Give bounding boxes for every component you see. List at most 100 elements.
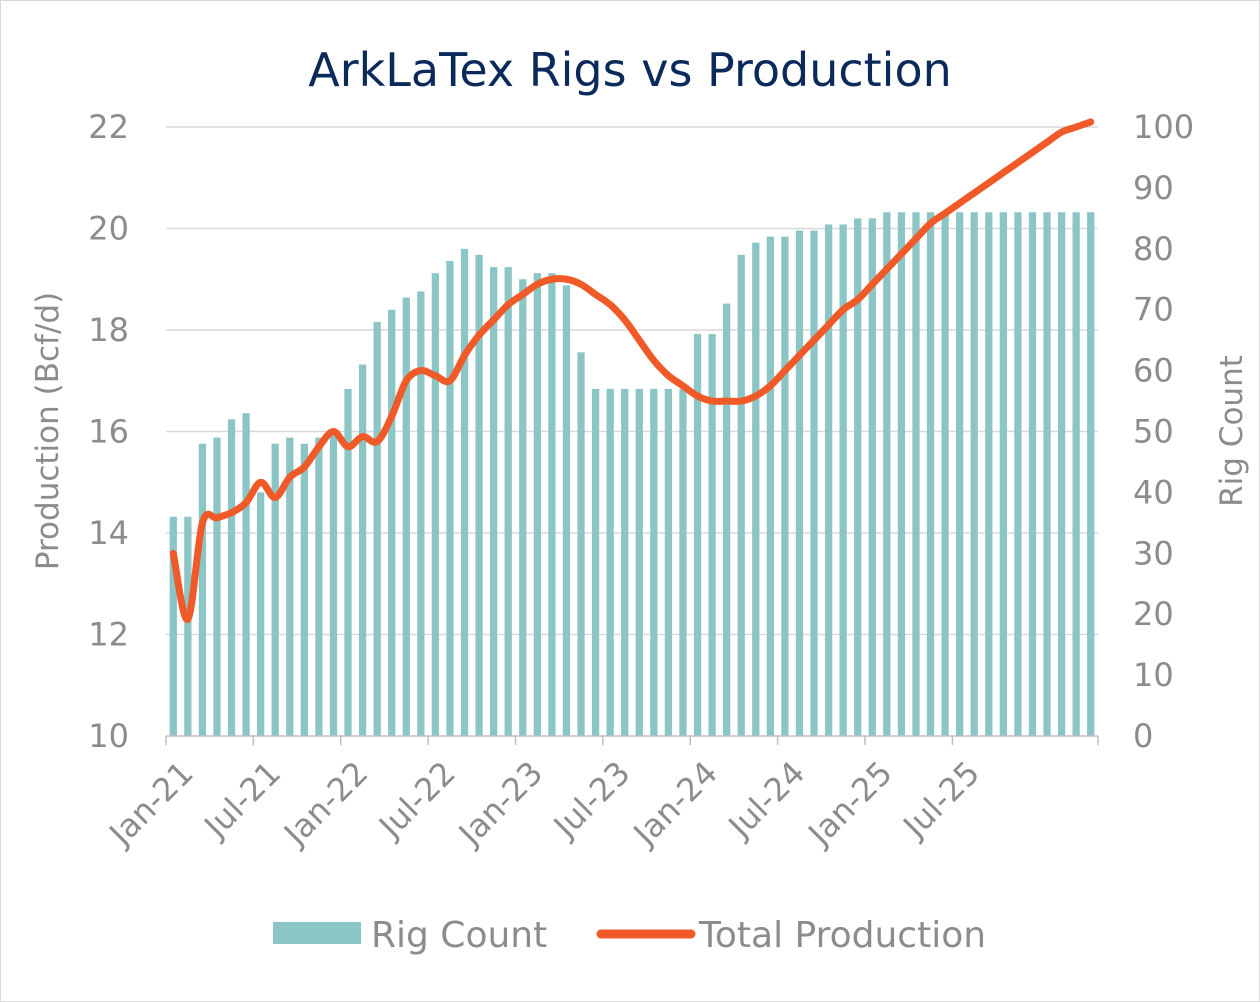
- bar-rig-count: [708, 334, 716, 736]
- bar-rig-count: [431, 273, 440, 736]
- bar-rig-count: [475, 254, 483, 736]
- y-right-tick-label: 50: [1133, 413, 1174, 451]
- bar-rig-count: [985, 212, 993, 736]
- x-tick-label: Jul-21: [195, 754, 288, 847]
- y-right-tick-label: 70: [1133, 291, 1174, 329]
- bar-rig-count: [679, 388, 687, 736]
- y-left-tick-label: 20: [88, 210, 129, 248]
- left-axis-title: Production (Bcf/d): [30, 292, 66, 570]
- x-tick-label: Jan-24: [625, 754, 725, 854]
- bar-rig-count: [621, 388, 629, 736]
- bar-rig-count: [606, 388, 614, 736]
- bar-rig-count: [257, 492, 265, 736]
- bar-rig-count: [868, 218, 876, 737]
- bar-rig-count: [810, 230, 818, 736]
- bar-rig-count: [795, 230, 804, 736]
- x-tick-label: Jan-23: [450, 754, 550, 854]
- bar-rig-count: [198, 443, 207, 736]
- bar-rig-count: [1057, 212, 1066, 736]
- y-right-tick-label: 90: [1133, 169, 1174, 207]
- y-left-tick-label: 10: [88, 717, 129, 755]
- chart-title: ArkLaTex Rigs vs Production: [308, 43, 952, 97]
- bar-rig-count: [1072, 212, 1080, 736]
- bar-rig-count: [723, 303, 731, 736]
- bar-rig-count: [693, 334, 702, 736]
- y-right-tick-label: 10: [1133, 656, 1174, 694]
- bar-rig-count: [1014, 212, 1022, 736]
- y-left-tick-label: 22: [88, 108, 129, 146]
- bar-rig-count: [562, 285, 571, 736]
- x-tick-label: Jan-25: [800, 754, 900, 854]
- x-tick-label: Jul-24: [720, 754, 813, 847]
- x-tick-label: Jul-22: [370, 754, 463, 847]
- bar-rig-count: [577, 352, 585, 736]
- bar-rig-count: [548, 273, 556, 736]
- bar-rig-count: [926, 212, 935, 736]
- y-left-tick-label: 16: [88, 413, 129, 451]
- legend: Rig Count Total Production: [273, 915, 986, 956]
- bar-rig-count: [460, 248, 469, 737]
- production-line-layer: [169, 118, 1095, 623]
- bar-rig-count: [344, 388, 352, 736]
- legend-label-rig-count: Rig Count: [371, 915, 547, 956]
- bar-rig-count: [752, 242, 760, 736]
- bar-rig-count: [402, 297, 410, 736]
- y-right-tick-label: 80: [1133, 230, 1174, 268]
- x-tick-label: Jan-21: [101, 754, 201, 854]
- y-left-tick-label: 18: [88, 311, 129, 349]
- x-tick-label: Jul-25: [894, 754, 987, 847]
- y-right-tick-label: 30: [1133, 534, 1174, 572]
- bar-rig-count: [446, 260, 454, 736]
- bar-rig-count: [824, 224, 833, 736]
- bar-rig-count: [490, 267, 498, 736]
- bar-rig-count: [999, 212, 1007, 736]
- bar-rig-count: [839, 224, 847, 736]
- bar-rig-count: [533, 273, 541, 736]
- bar-rig-count: [1087, 212, 1095, 736]
- y-right-tick-label: 20: [1133, 595, 1174, 633]
- bar-rig-count: [970, 212, 978, 736]
- bar-rig-count: [854, 218, 862, 737]
- bar-rig-count: [650, 388, 658, 736]
- bar-rig-count: [315, 437, 323, 736]
- x-tick-label: Jan-22: [275, 754, 375, 854]
- y-right-tick-label: 100: [1133, 108, 1194, 146]
- y-right-tick-label: 0: [1133, 717, 1153, 755]
- line-total-production: [169, 118, 1095, 623]
- bar-rig-count: [591, 388, 600, 736]
- bar-rig-count: [169, 516, 177, 736]
- bar-rig-count: [213, 437, 221, 736]
- bar-rig-count: [941, 212, 949, 736]
- bar-rig-count: [271, 443, 279, 736]
- y-left-tick-label: 12: [88, 616, 129, 654]
- bar-rig-count: [227, 419, 236, 736]
- legend-swatch-rig-count: [273, 922, 361, 944]
- bar-rig-count: [184, 516, 192, 736]
- bar-rig-count: [897, 212, 906, 736]
- bar-rig-count: [912, 212, 920, 736]
- bar-rig-count: [1028, 212, 1037, 736]
- bar-rig-count: [300, 443, 308, 736]
- bar-rig-count: [417, 291, 425, 736]
- bar-rig-count: [504, 267, 512, 736]
- y-right-tick-label: 40: [1133, 473, 1174, 511]
- bar-rig-count: [358, 364, 367, 736]
- bar-rig-count: [956, 212, 964, 736]
- bar-rig-count: [1043, 212, 1051, 736]
- bar-rig-count: [737, 254, 745, 736]
- bar-rig-count: [286, 437, 294, 736]
- bar-rig-count: [664, 388, 673, 736]
- bar-rig-count: [329, 431, 338, 736]
- bar-rig-count: [766, 236, 774, 736]
- bar-rig-count: [781, 236, 789, 736]
- bar-rig-count: [635, 388, 643, 736]
- y-right-tick-label: 60: [1133, 352, 1174, 390]
- legend-label-total-production: Total Production: [698, 915, 986, 956]
- bar-rig-count: [242, 413, 250, 736]
- y-left-tick-label: 14: [88, 514, 129, 552]
- right-axis-title: Rig Count: [1214, 355, 1250, 507]
- bar-rig-count: [388, 309, 396, 736]
- x-tick-label: Jul-23: [545, 754, 638, 847]
